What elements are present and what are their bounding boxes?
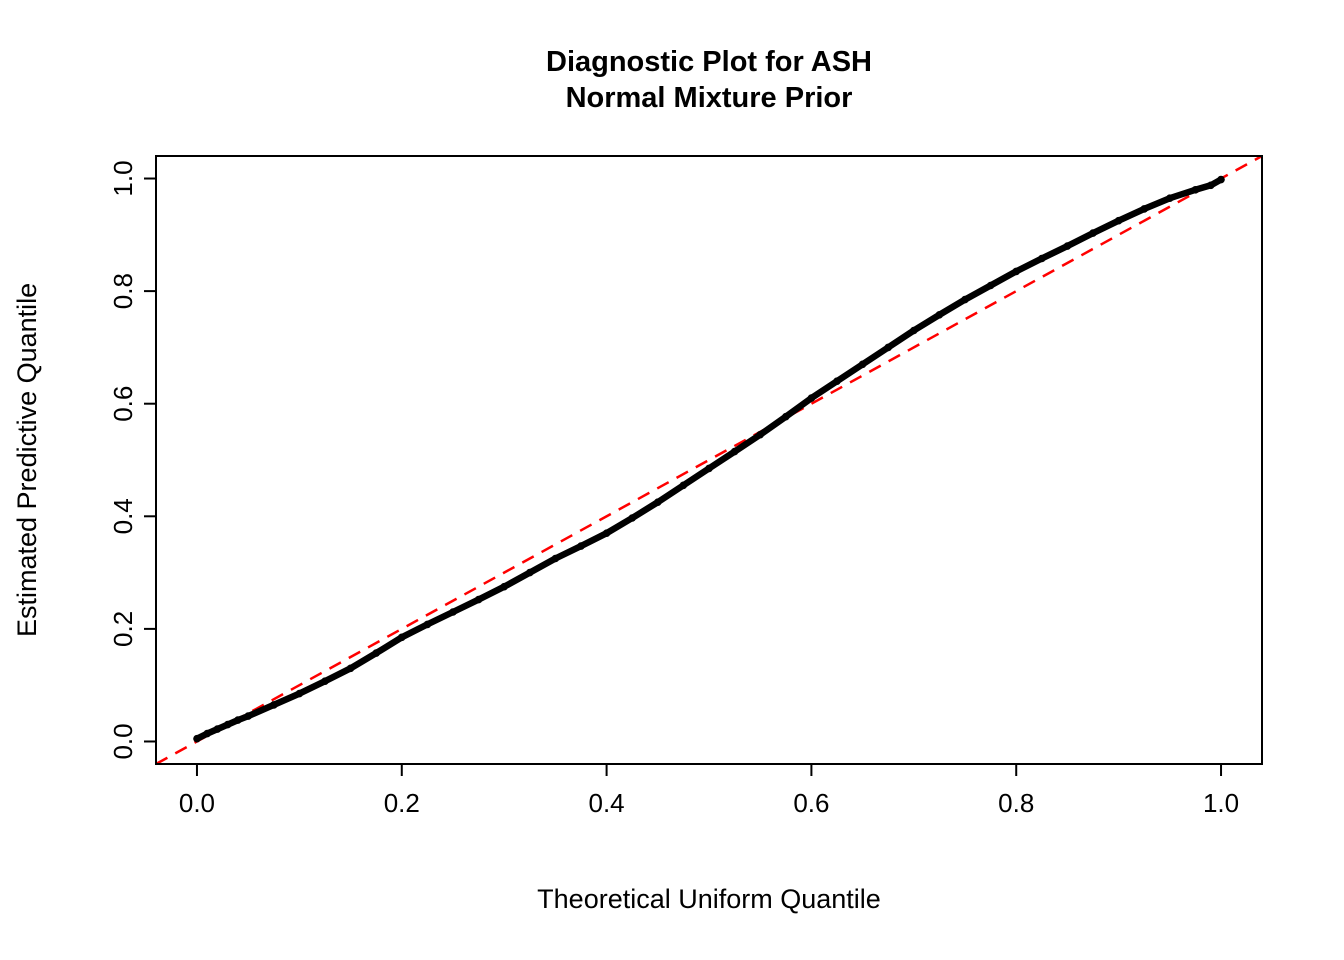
- x-tick-label: 0.4: [589, 788, 625, 818]
- data-point: [295, 689, 304, 698]
- data-point: [654, 498, 662, 507]
- data-point: [244, 712, 252, 720]
- data-point: [910, 326, 918, 335]
- data-point: [398, 633, 406, 642]
- data-point: [935, 311, 944, 319]
- data-point: [1063, 242, 1072, 250]
- y-tick-label: 1.0: [108, 160, 138, 196]
- data-point: [602, 529, 611, 537]
- chart-title-line2: Normal Mixture Prior: [565, 82, 853, 114]
- data-point: [705, 464, 713, 473]
- identity-reference-line: [155, 154, 1263, 766]
- data-point: [884, 343, 892, 352]
- plot-box: [155, 155, 1263, 765]
- data-point: [213, 725, 222, 733]
- data-point: [1207, 181, 1215, 190]
- data-point: [833, 377, 841, 386]
- x-tick-label: 0.2: [384, 788, 420, 818]
- data-point: [1191, 186, 1200, 194]
- data-point: [500, 582, 509, 591]
- data-point: [234, 716, 242, 724]
- data-point: [203, 729, 211, 738]
- data-point: [551, 554, 560, 563]
- data-point: [807, 394, 816, 402]
- y-tick-label: 0.4: [108, 498, 138, 534]
- data-point: [730, 447, 739, 456]
- x-axis-label: Theoretical Uniform Quantile: [537, 884, 881, 914]
- data-point: [679, 481, 688, 490]
- data-point: [756, 430, 764, 439]
- data-point: [321, 677, 329, 685]
- data-point: [577, 542, 585, 550]
- data-point: [1217, 175, 1225, 184]
- data-point: [1140, 205, 1148, 213]
- data-point: [1114, 216, 1123, 225]
- x-tick-label: 0.0: [179, 788, 215, 818]
- x-tick-label: 0.8: [998, 788, 1034, 818]
- data-point: [423, 620, 432, 629]
- data-point: [1038, 254, 1046, 263]
- data-point: [628, 514, 636, 522]
- data-point: [1089, 229, 1097, 237]
- data-point: [1166, 194, 1174, 202]
- x-tick-label: 1.0: [1203, 788, 1239, 818]
- data-point: [526, 568, 534, 577]
- data-point: [223, 720, 232, 729]
- data-point: [474, 595, 483, 604]
- data-point: [1012, 267, 1020, 276]
- y-tick-label: 0.6: [108, 386, 138, 422]
- data-point: [858, 360, 867, 369]
- data-point: [782, 412, 790, 421]
- x-tick-label: 0.6: [793, 788, 829, 818]
- data-point: [986, 281, 995, 290]
- y-tick-label: 0.8: [108, 273, 138, 309]
- data-point: [193, 734, 201, 743]
- data-point: [372, 649, 381, 657]
- chart-title-line1: Diagnostic Plot for ASH: [546, 46, 872, 78]
- data-point: [449, 608, 457, 616]
- data-point: [346, 664, 355, 673]
- data-point: [961, 295, 969, 304]
- chart-title: Diagnostic Plot for ASH Normal Mixture P…: [156, 44, 1262, 116]
- data-point: [270, 701, 278, 709]
- y-tick-label: 0.2: [108, 611, 138, 647]
- y-tick-label: 0.0: [108, 723, 138, 759]
